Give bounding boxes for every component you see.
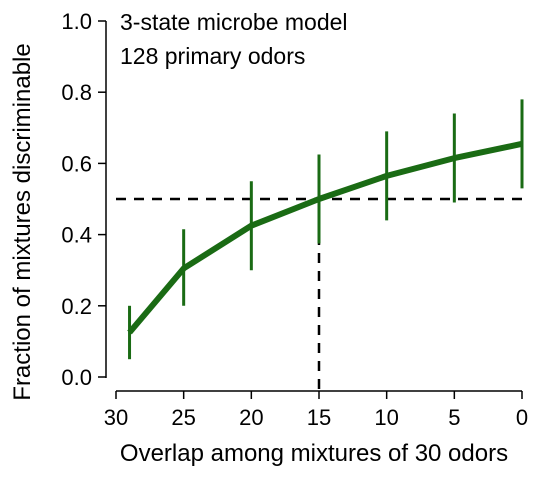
y-axis-label: Fraction of mixtures discriminable <box>9 43 36 400</box>
annotation-odors: 128 primary odors <box>120 43 305 69</box>
y-tick-label: 0.8 <box>61 80 92 105</box>
y-tick-label: 0.2 <box>61 294 92 319</box>
x-tick-label: 30 <box>104 405 128 430</box>
x-tick-label: 25 <box>171 405 195 430</box>
x-tick-label: 20 <box>239 405 263 430</box>
x-tick-label: 0 <box>516 405 528 430</box>
series-layer <box>127 99 524 360</box>
x-tick-label: 10 <box>374 405 398 430</box>
x-tick-label: 15 <box>307 405 331 430</box>
x-tick-label: 5 <box>448 405 460 430</box>
axes: 0.0 0.2 0.4 0.6 0.8 1.0 30 25 20 15 10 5 0 <box>61 9 528 430</box>
y-tick-label: 0.4 <box>61 223 92 248</box>
y-tick-label: 1.0 <box>61 9 92 34</box>
x-axis-label: Overlap among mixtures of 30 odors <box>120 440 508 467</box>
annotation-model: 3-state microbe model <box>120 9 348 35</box>
series-line <box>127 140 523 335</box>
y-tick-label: 0.0 <box>61 365 92 390</box>
y-tick-label: 0.6 <box>61 151 92 176</box>
